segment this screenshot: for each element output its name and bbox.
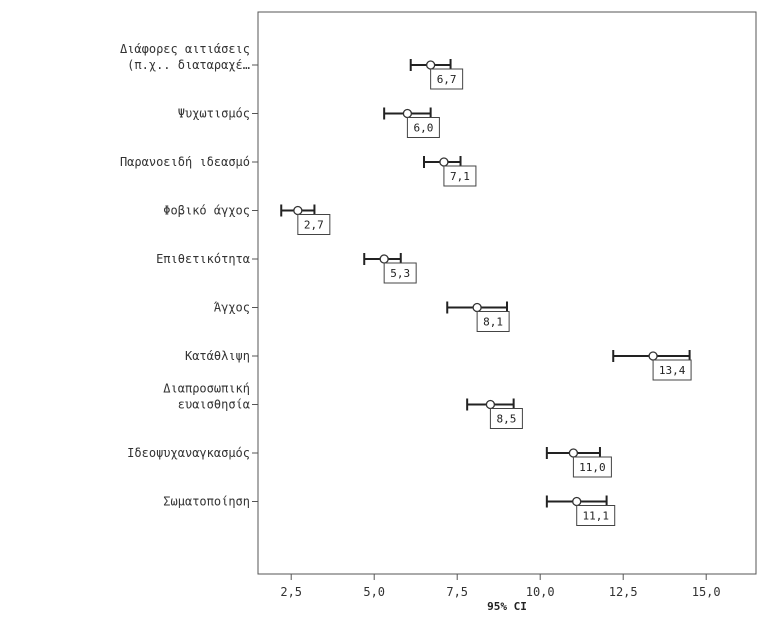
category-label: Σωματοποίηση	[163, 495, 250, 509]
category-label: Ιδεοψυχαναγκασμός	[127, 446, 250, 460]
category-label: Παρανοειδή ιδεασμό	[120, 155, 250, 169]
data-label-box	[489, 408, 523, 429]
x-tick-label: 2,5	[280, 585, 302, 599]
data-label: 11,1	[582, 510, 609, 523]
x-axis-title: 95% CI	[487, 600, 527, 613]
data-label: 7,1	[450, 170, 470, 183]
mean-marker	[379, 254, 389, 264]
mean-marker	[572, 496, 582, 507]
data-label: 11,0	[579, 461, 606, 474]
mean-marker	[648, 351, 658, 361]
data-label: 8,5	[496, 413, 516, 426]
data-label-box	[572, 456, 612, 478]
mean-marker	[293, 205, 303, 216]
plot-frame	[257, 11, 757, 575]
plot-area: 2,5 5,0 7,5 10,0 12,5 15,0 Διάφορες αιτιάσεις (…	[120, 42, 721, 599]
category-label: Φοβικό άγχος	[163, 204, 250, 218]
x-tick-label: 10,0	[526, 585, 555, 599]
category-label: Κατάθλιψη	[185, 349, 250, 363]
data-label: 5,3	[390, 267, 410, 280]
data-label: 6,7	[437, 73, 457, 86]
data-label-box	[297, 214, 331, 235]
mean-marker	[425, 60, 436, 70]
data-label-box	[576, 505, 616, 526]
data-label: 13,4	[659, 364, 686, 377]
mean-marker	[402, 108, 413, 119]
data-label: 8,1	[483, 316, 503, 329]
mean-marker	[439, 157, 449, 167]
x-tick-label: 12,5	[609, 585, 638, 599]
x-tick-label: 7,5	[446, 585, 468, 599]
data-label-box	[383, 262, 417, 284]
category-label: Άγχος	[214, 301, 250, 315]
category-label: Διάφορες αιτιάσεις	[120, 42, 250, 56]
data-label-box	[476, 311, 510, 332]
category-label: (π.χ.. διαταραχέ…	[127, 58, 250, 72]
category-label: Διαπροσωπική	[163, 382, 250, 396]
category-label: Ψυχωτισμός	[178, 107, 250, 121]
data-label-box	[406, 117, 440, 138]
data-label: 2,7	[304, 219, 324, 232]
data-label-box	[430, 68, 464, 90]
data-label: 6,0	[413, 122, 433, 135]
data-label-box	[443, 165, 477, 187]
x-tick-label: 15,0	[692, 585, 721, 599]
category-label: Επιθετικότητα	[156, 252, 250, 266]
x-tick-label: 5,0	[363, 585, 385, 599]
mean-marker	[472, 302, 482, 313]
mean-marker	[485, 399, 496, 410]
data-label-box	[652, 359, 692, 381]
mean-marker	[568, 448, 579, 458]
category-label: ευαισθησία	[178, 398, 250, 412]
